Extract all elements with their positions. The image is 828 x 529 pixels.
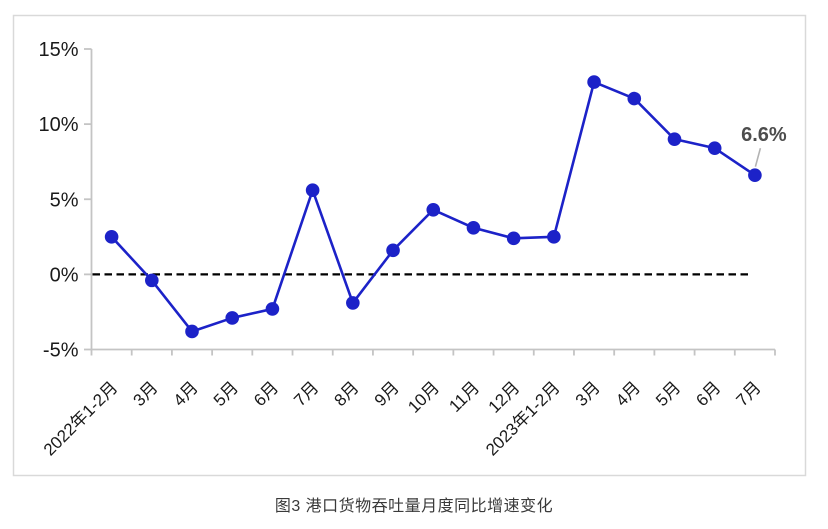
x-tick-label: 2023年1-2月 [482,378,564,460]
x-tick-label: 7月 [733,378,765,410]
x-tick-label: 6月 [250,378,282,410]
figure-caption: 图3 港口货物吞吐量月度同比增速变化 [274,498,554,515]
x-tick-label: 6月 [692,378,724,410]
x-tick-label: 9月 [371,378,403,410]
data-point [305,183,320,198]
y-tick-label: 5% [50,189,79,211]
y-tick-label: -5% [43,340,79,362]
y-tick-label: 0% [50,264,79,286]
data-point [104,230,119,244]
x-tick-label: 5月 [210,378,242,410]
plot-frame [12,14,807,477]
x-tick-label: 7月 [290,378,322,410]
data-point [748,168,762,183]
data-label-annotation: 6.6% [741,124,787,146]
data-point [225,311,240,325]
data-point [466,220,481,235]
x-tick-label: 4月 [612,378,644,410]
x-tick-label: 2022年1-2月 [40,378,122,460]
data-point [627,91,642,106]
y-tick-label: 10% [38,114,78,136]
data-point [667,132,682,146]
data-point [506,231,521,246]
data-point [587,75,601,89]
data-point [145,273,159,288]
data-point [386,243,400,258]
x-tick-label: 5月 [652,378,684,410]
data-point [185,324,199,339]
x-tick-label: 8月 [331,378,363,410]
data-point [265,302,280,316]
x-tick-label: 11月 [445,378,483,416]
x-tick-label: 10月 [404,378,443,417]
data-point [547,230,561,244]
y-tick-label: 15% [38,39,78,61]
data-point [426,202,441,217]
x-tick-label: 3月 [572,378,604,410]
data-point [707,141,722,155]
x-tick-label: 4月 [170,378,202,410]
data-point [346,296,360,310]
x-tick-label: 3月 [129,378,161,410]
annotation-leader-line [754,148,762,167]
